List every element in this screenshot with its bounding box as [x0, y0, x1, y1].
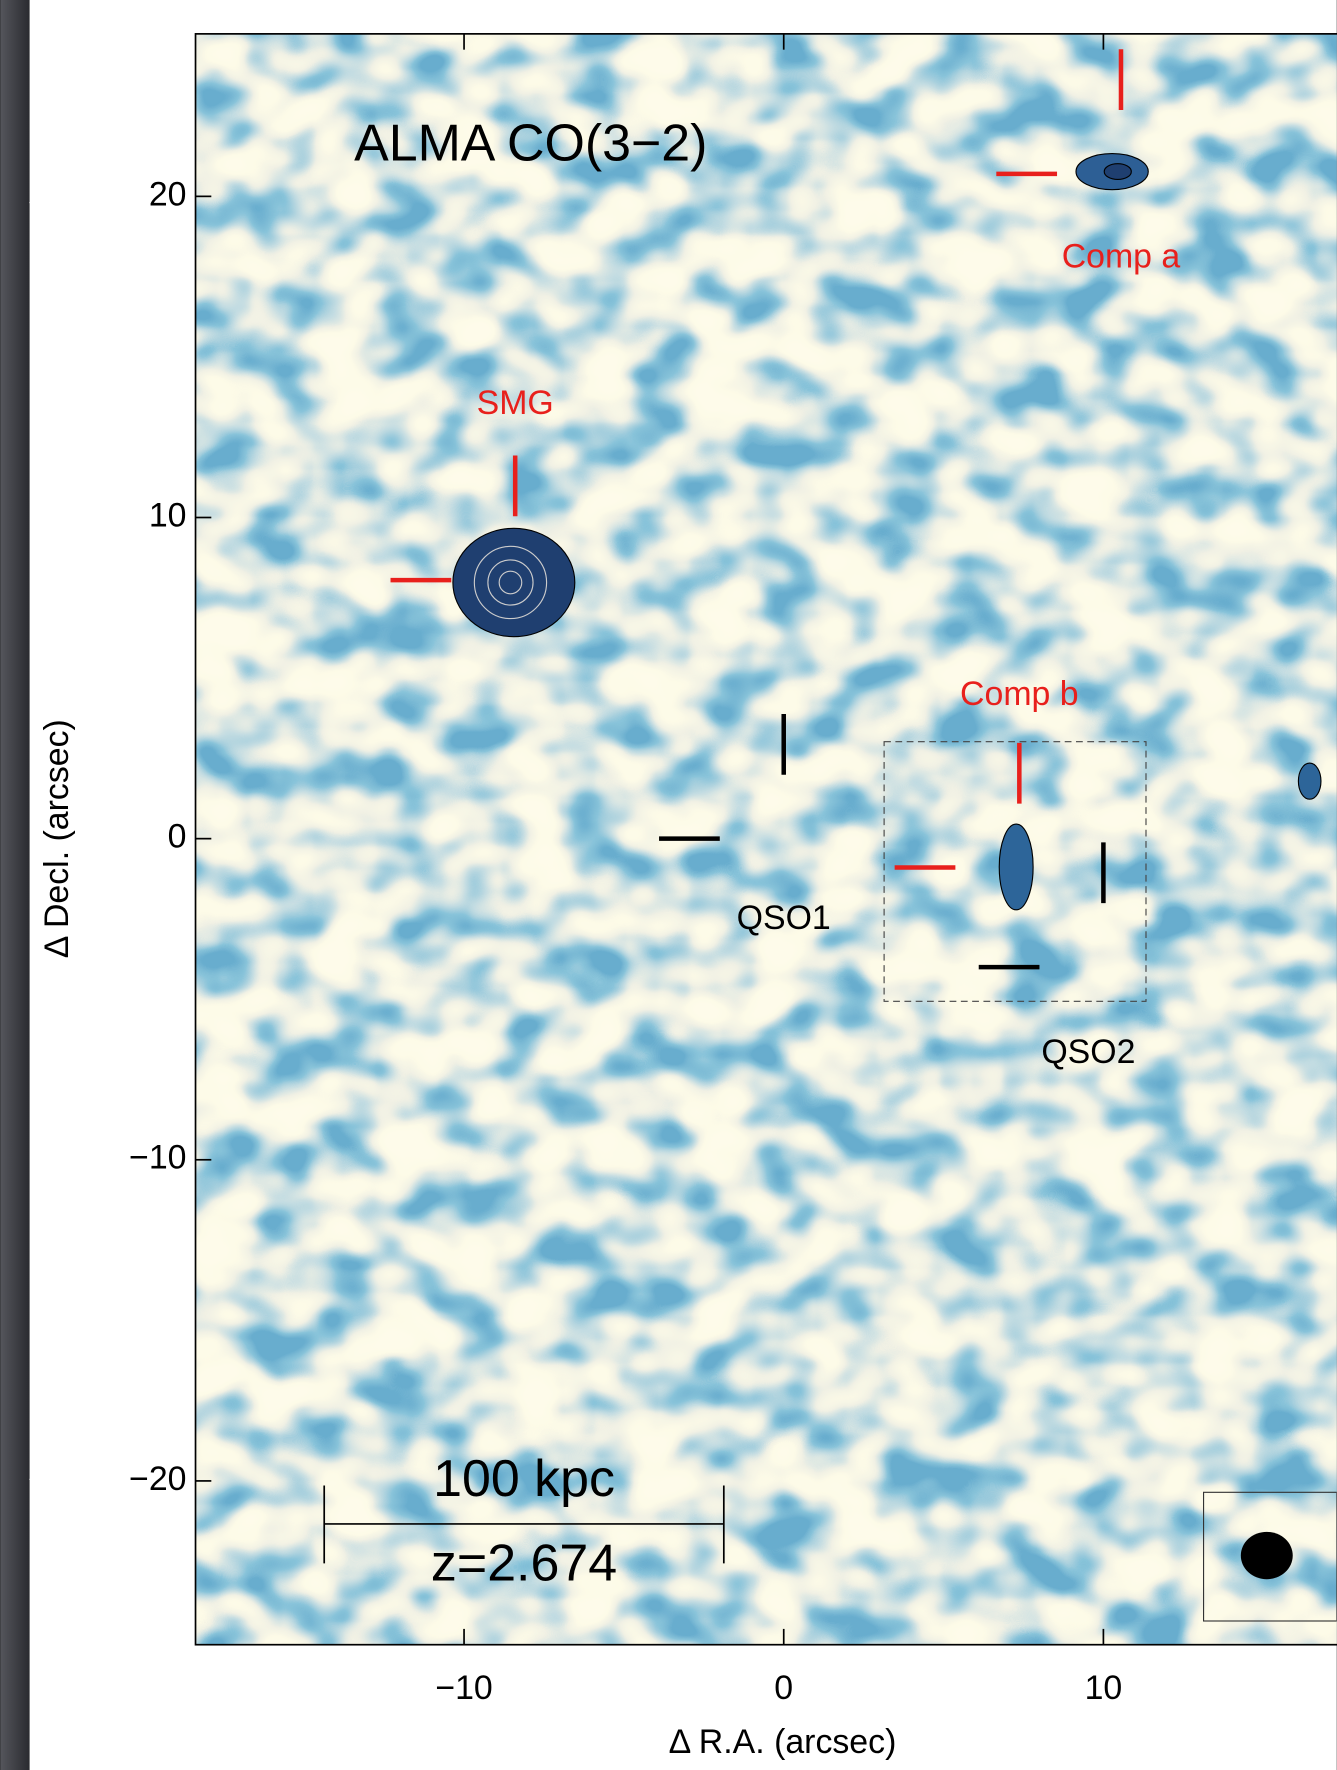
blob — [1298, 763, 1321, 799]
source-label: Comp b — [960, 675, 1079, 713]
x-tick-label: 0 — [774, 1669, 793, 1707]
beam — [1241, 1532, 1293, 1579]
x-axis-label: Δ R.A. (arcsec) — [669, 1723, 897, 1761]
source-label: QSO2 — [1041, 1033, 1135, 1071]
page: {"chart_data": {"type": "map", "title": … — [0, 0, 1337, 1770]
source-label: SMG — [477, 384, 554, 422]
contour — [1104, 164, 1131, 180]
y-tick-label: 10 — [149, 496, 187, 534]
x-tick-label: 10 — [1085, 1669, 1123, 1707]
y-tick-label: −20 — [129, 1460, 186, 1498]
figure: ALMA CO(3−2) Δ R.A. (arcsec) Δ Decl. (ar… — [0, 0, 1337, 1770]
blob — [999, 824, 1033, 910]
y-tick-label: 0 — [168, 818, 187, 856]
y-tick-label: 20 — [149, 175, 187, 213]
y-tick-label: −10 — [129, 1139, 186, 1177]
redshift-label: z=2.674 — [431, 1535, 617, 1593]
blob — [453, 528, 575, 636]
scale-bar-label: 100 kpc — [433, 1450, 615, 1508]
chart-title: ALMA CO(3−2) — [354, 114, 707, 172]
slide-strip — [0, 0, 29, 1770]
y-axis-label: Δ Decl. (arcsec) — [38, 719, 76, 958]
source-label: QSO1 — [737, 899, 831, 937]
source-label: Comp a — [1062, 237, 1181, 275]
x-tick-label: −10 — [435, 1669, 492, 1707]
